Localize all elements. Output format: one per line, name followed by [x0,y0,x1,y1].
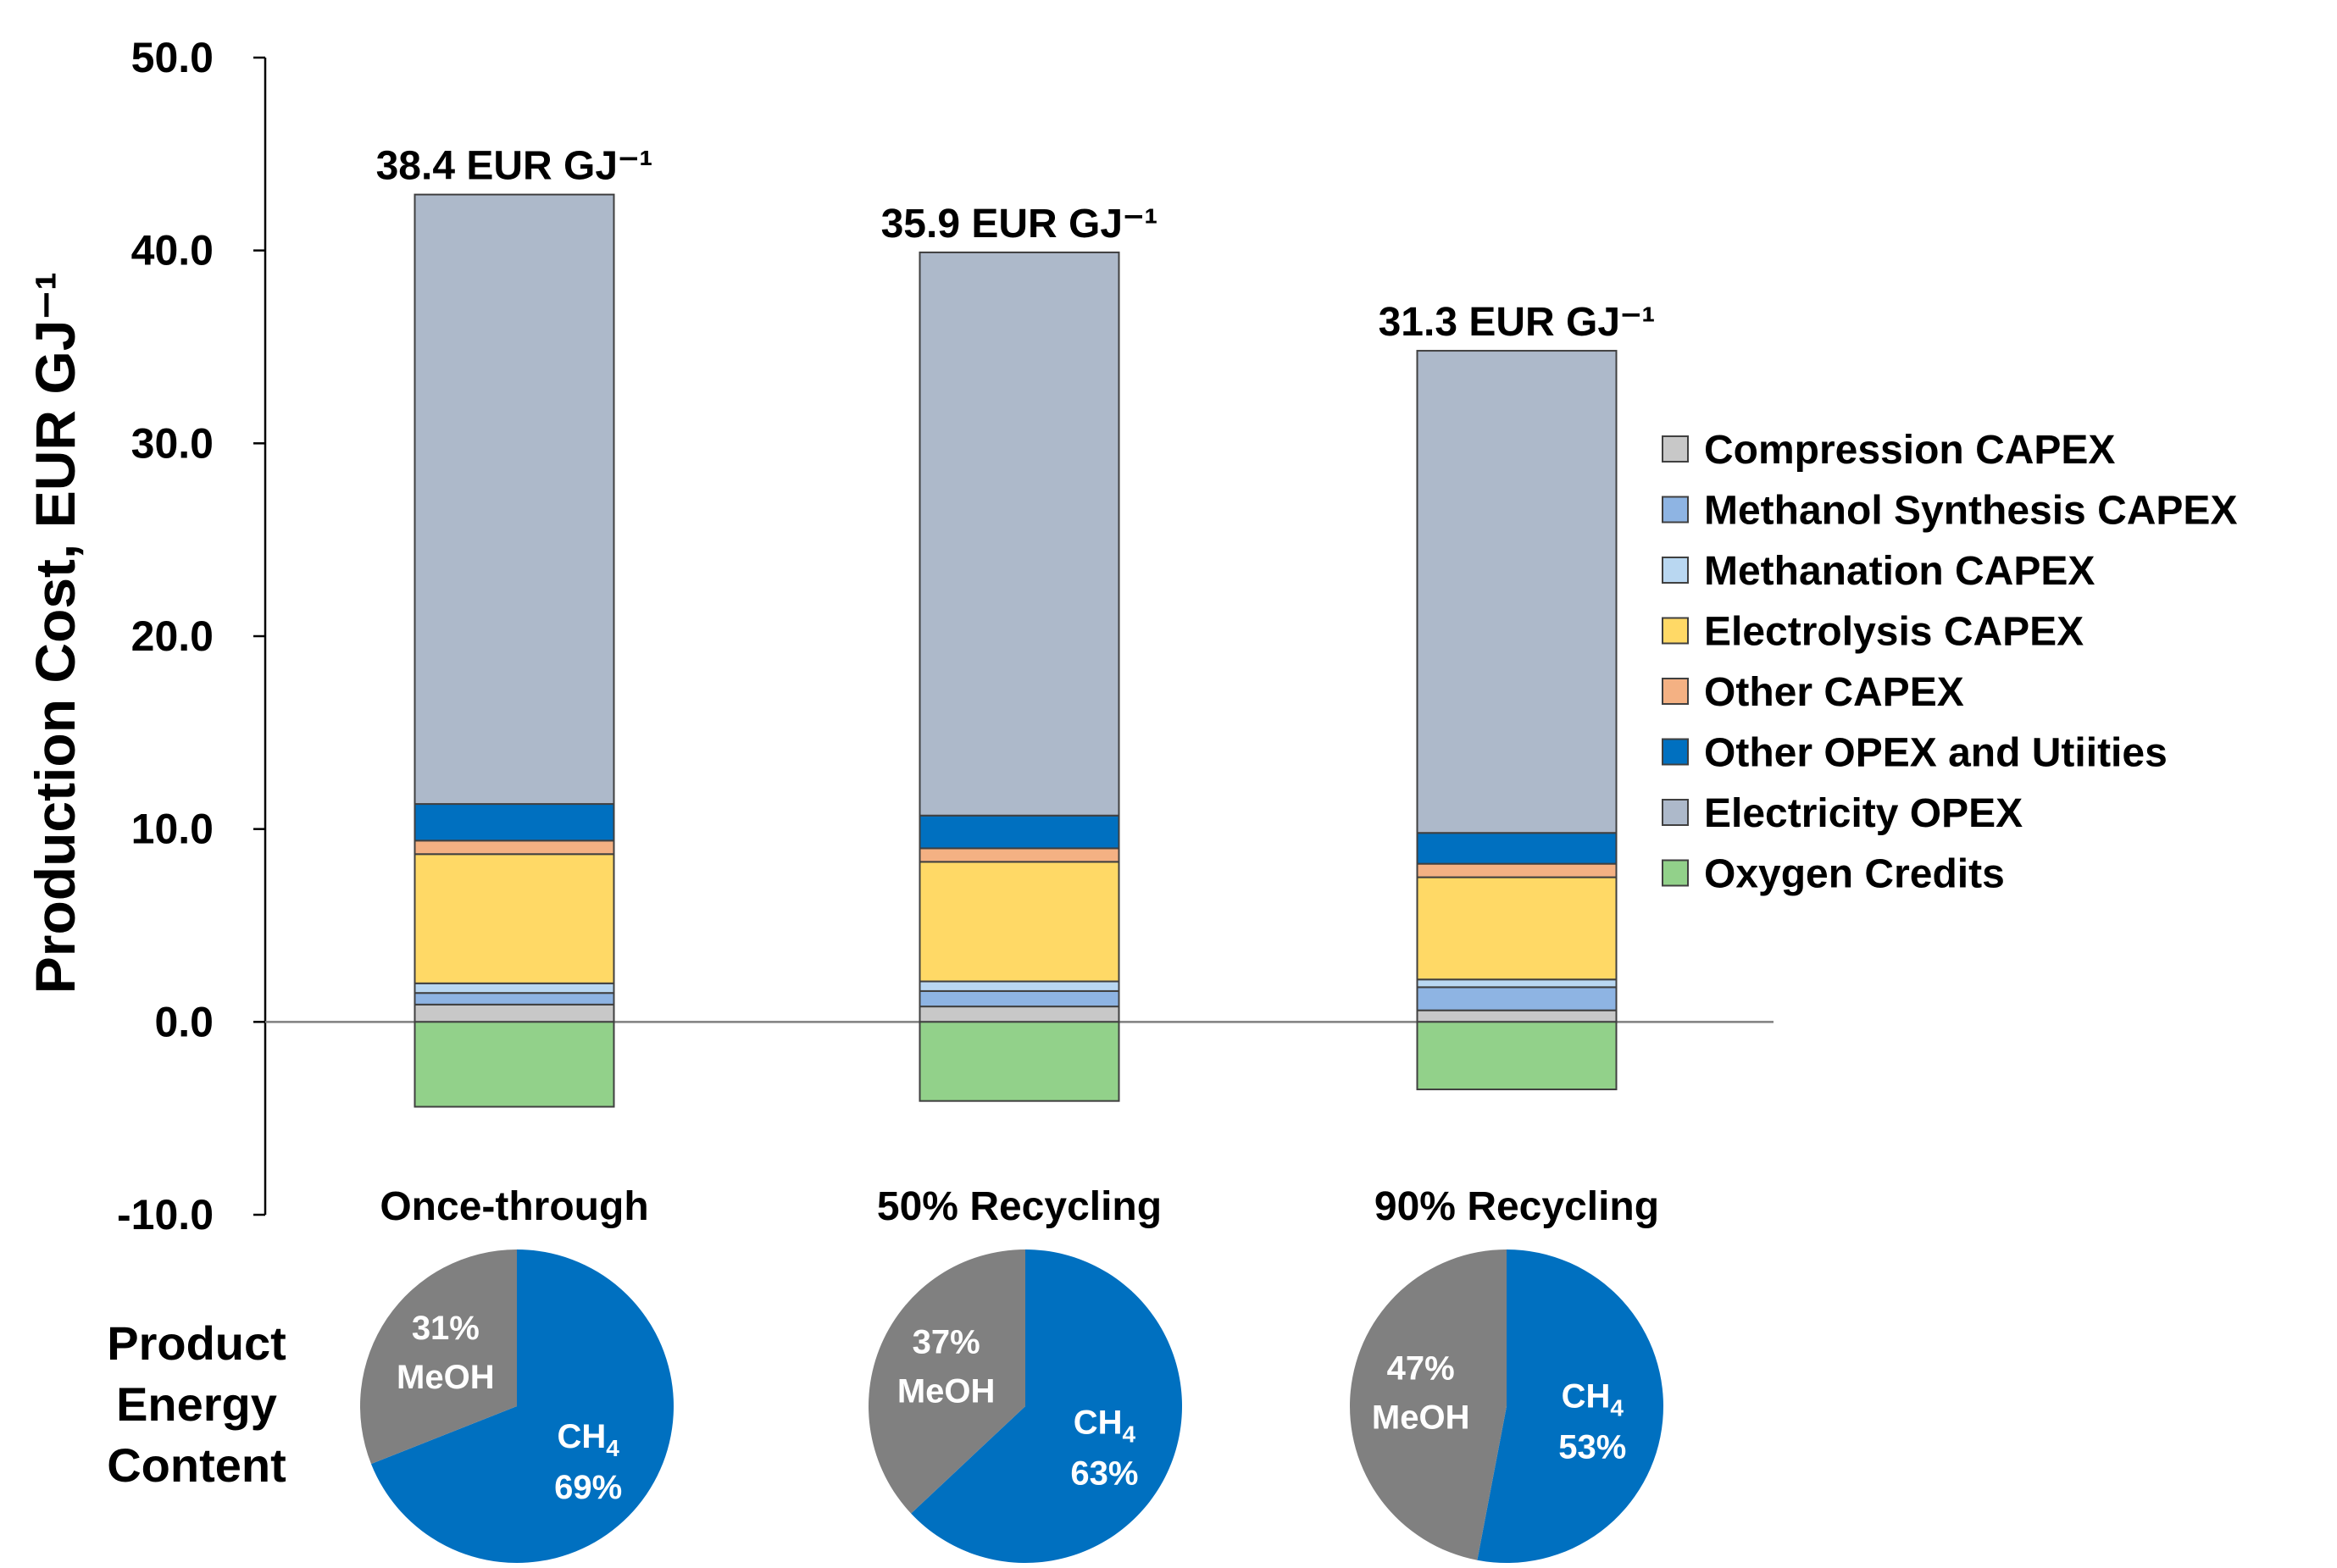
bar-segment [1416,350,1618,834]
pie-ch4-name: CH4 [1074,1404,1136,1447]
pie-slice-meoh [360,1249,517,1465]
bars [414,193,1618,1108]
legend-label: Compression CAPEX [1704,428,2115,473]
pies: Product Energy Content CH4 69% 31% MeOH CH4 63% 3… [107,1249,1664,1564]
total-label: 38.4 EUR GJ⁻¹ [376,144,653,189]
y-tick-label: 10.0 [131,806,214,853]
category-labels: Once-through 50% Recycling 90% Recycling [380,1184,1659,1229]
pie-slice-meoh [1350,1249,1507,1560]
pie-meoh-name: MeOH [897,1373,996,1410]
total-label: 31.3 EUR GJ⁻¹ [1379,300,1656,345]
bar-segment [414,853,615,984]
bar-segment [919,847,1120,863]
bar-segment [919,980,1120,992]
pie-row-label: Product [107,1316,286,1370]
pie-ch4-pct: 53% [1558,1429,1626,1466]
bar-segment [414,803,615,842]
legend-swatch [1662,435,1689,463]
bar-segment [414,839,615,856]
pie-slice-ch4 [1477,1249,1664,1564]
bar-segment [1416,876,1618,981]
bar-segment [919,251,1120,817]
y-tick-label: 30.0 [131,419,214,467]
bar-segment [1416,978,1618,989]
pie-meoh-pct: 37% [913,1324,980,1361]
pie-slice-ch4 [370,1249,674,1564]
bar-segment [919,1006,1120,1023]
category-label: Once-through [380,1184,648,1229]
legend-label: Other CAPEX [1704,670,1964,715]
pie-meoh-name: MeOH [397,1359,495,1396]
y-axis-title: Production Cost, EUR GJ⁻¹ [24,272,86,995]
legend-label: Electricity OPEX [1704,791,2023,836]
total-label: 35.9 EUR GJ⁻¹ [881,202,1158,247]
legend-label: Methanol Synthesis CAPEX [1704,489,2237,534]
y-tick-label: 0.0 [154,998,214,1045]
pie-meoh-pct: 31% [412,1310,480,1347]
legend: Compression CAPEX Methanol Synthesis CAPE… [1662,428,2237,897]
legend-swatch [1662,557,1689,584]
legend-swatch [1662,799,1689,826]
legend-swatch [1662,859,1689,887]
total-labels: 38.4 EUR GJ⁻¹ 35.9 EUR GJ⁻¹ 31.3 EUR GJ⁻¹ [376,144,1656,345]
bar-segment [414,982,615,995]
category-label: 50% Recycling [877,1184,1162,1229]
pie-ch4-pct: 69% [554,1469,622,1506]
y-tick-label: 40.0 [131,227,214,274]
bar-segment [919,1021,1120,1102]
bar-segment [414,992,615,1006]
legend-swatch [1662,617,1689,645]
y-tick-label: 50.0 [131,34,214,81]
bar-segment [919,814,1120,850]
legend-label: Electrolysis CAPEX [1704,610,2084,655]
pie-ch4-name: CH4 [1562,1378,1624,1421]
pie-row-label: Content [107,1438,286,1492]
legend-label: Methanation CAPEX [1704,549,2095,594]
pie-meoh-name: MeOH [1372,1399,1470,1436]
y-tick-label: 20.0 [131,612,214,660]
legend-swatch [1662,496,1689,524]
bar-segment [414,1003,615,1023]
category-label: 90% Recycling [1374,1184,1659,1229]
y-tick-label: -10.0 [117,1191,214,1238]
legend-swatch [1662,678,1689,705]
legend-label: Oxygen Credits [1704,852,2005,897]
pie-meoh-pct: 47% [1387,1349,1455,1387]
legend-label: Other OPEX and Utiities [1704,731,2168,776]
y-axis: -10.0 0.0 10.0 20.0 30.0 40.0 50.0 Production C… [24,34,1774,1238]
pie-ch4-pct: 63% [1070,1454,1138,1492]
bar-segment [919,861,1120,983]
bar-segment [1416,1021,1618,1091]
bar-segment [414,1021,615,1108]
bar-segment [414,193,615,806]
bar-segment [1416,1009,1618,1023]
bar-segment [1416,986,1618,1011]
pie-row-label: Energy [116,1377,277,1431]
legend-swatch [1662,738,1689,766]
pie-slice-meoh [869,1249,1025,1514]
pie-ch4-name: CH4 [557,1418,619,1461]
bar-segment [919,989,1120,1008]
pie-slice-ch4 [911,1249,1182,1563]
bar-segment [1416,832,1618,865]
bar-segment [1416,862,1618,878]
